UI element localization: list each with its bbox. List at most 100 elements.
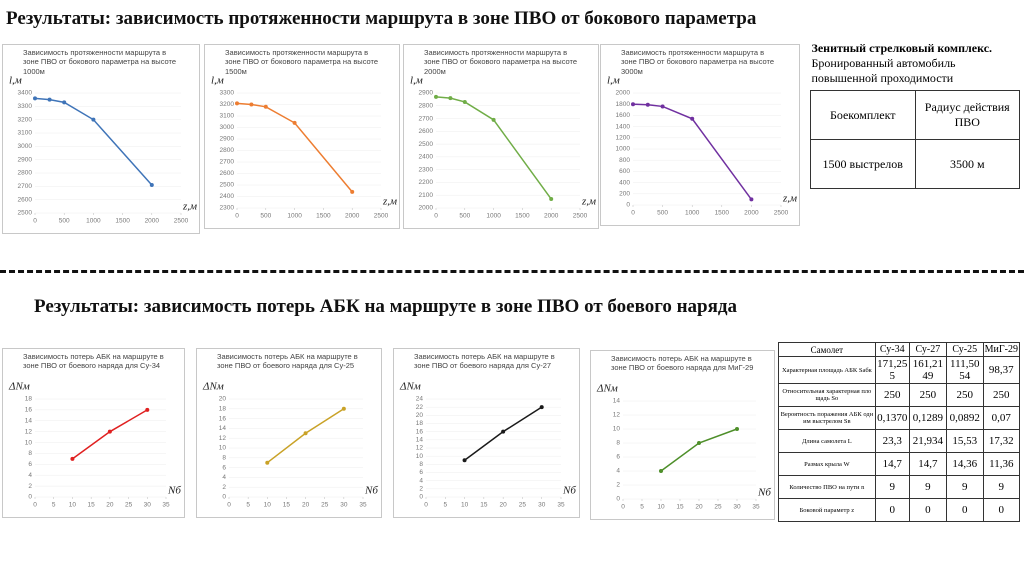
x-tick-label: 2000 bbox=[744, 210, 759, 217]
y-tick-label: 3000 bbox=[220, 124, 235, 131]
data-point bbox=[749, 197, 754, 202]
table-cell: 0 bbox=[945, 498, 984, 522]
x-tick-label: 2000 bbox=[544, 213, 559, 220]
y-tick-label: 18 bbox=[25, 396, 33, 403]
table-cell: 111,5054 bbox=[945, 356, 984, 384]
y-tick-label: 2300 bbox=[220, 205, 235, 212]
table-cell: 21,934 bbox=[908, 429, 947, 453]
x-tick-label: 0 bbox=[33, 218, 37, 225]
table-cell: 0 bbox=[982, 498, 1021, 522]
y-tick-label: 2 bbox=[419, 486, 423, 493]
x-tick-label: 20 bbox=[106, 502, 114, 509]
table-cell: 0 bbox=[874, 498, 910, 522]
table-cell: 250 bbox=[874, 383, 910, 407]
y-tick-label: 20 bbox=[219, 396, 227, 403]
table-cell: 11,36 bbox=[982, 452, 1021, 476]
y-tick-label: 3300 bbox=[220, 90, 235, 97]
y-tick-label: 2000 bbox=[616, 90, 631, 97]
y-tick-label: 2000 bbox=[419, 205, 434, 212]
x-tick-label: 25 bbox=[125, 502, 133, 509]
chart-title: Зависимость протяженности маршрута в зон… bbox=[23, 48, 177, 76]
chart-plot: 0 2 4 6 8 10 12 14 16 18 0 5 10 15 20 25 30 35 ΔNм Nб bbox=[8, 381, 181, 509]
y-tick-label: 2700 bbox=[419, 115, 434, 122]
chart: Зависимость протяженности маршрута в зон… bbox=[204, 44, 400, 229]
table-cell: Размах крыла W bbox=[778, 452, 876, 476]
data-line bbox=[266, 408, 345, 464]
y-axis-label: ΔNм bbox=[8, 381, 30, 393]
chart-plot: 2500 2600 2700 2800 2900 3000 3100 3200 3300 3400… bbox=[9, 75, 197, 225]
x-tick-label: 20 bbox=[302, 502, 310, 509]
y-tick-label: 8 bbox=[28, 450, 32, 457]
y-tick-label: 200 bbox=[619, 191, 630, 198]
y-tick-label: 2100 bbox=[419, 192, 434, 199]
x-tick-label: 35 bbox=[162, 502, 170, 509]
y-tick-label: 16 bbox=[219, 415, 227, 422]
header-cell: Су-25 bbox=[945, 342, 984, 357]
x-tick-label: 0 bbox=[631, 210, 635, 217]
chart-plot: 2000 2100 2200 2300 2400 2500 2600 2700 2800 2900… bbox=[410, 75, 596, 220]
chart-title: Зависимость протяженности маршрута в зон… bbox=[424, 48, 578, 76]
y-tick-label: 14 bbox=[219, 425, 227, 432]
chart-title: Зависимость потерь АБК на маршруте в зон… bbox=[23, 352, 164, 371]
y-tick-label: 8 bbox=[419, 461, 423, 468]
data-point bbox=[70, 456, 75, 461]
table-cell: Боекомплект bbox=[810, 90, 916, 140]
x-tick-label: 1500 bbox=[715, 210, 730, 217]
y-tick-label: 2800 bbox=[18, 170, 33, 177]
data-point bbox=[631, 102, 635, 107]
data-line bbox=[236, 102, 353, 193]
y-tick-label: 16 bbox=[416, 428, 424, 435]
data-point bbox=[491, 117, 496, 122]
x-tick-label: 10 bbox=[69, 502, 77, 509]
x-tick-label: 10 bbox=[461, 502, 469, 509]
x-tick-label: 1000 bbox=[685, 210, 700, 217]
weapon-table: Зенитный стрелковый комплекс. Бронирован… bbox=[810, 40, 1020, 189]
x-tick-label: 15 bbox=[676, 504, 684, 511]
data-line bbox=[71, 409, 148, 460]
y-tick-label: 2500 bbox=[18, 210, 33, 217]
x-tick-label: 1500 bbox=[316, 213, 331, 220]
data-point bbox=[350, 189, 355, 194]
x-tick-label: 30 bbox=[144, 502, 152, 509]
x-tick-label: 500 bbox=[657, 210, 668, 217]
y-tick-label: 2500 bbox=[419, 141, 434, 148]
x-tick-label: 1000 bbox=[287, 213, 302, 220]
x-tick-label: 30 bbox=[340, 502, 348, 509]
y-tick-label: 8 bbox=[616, 440, 620, 447]
y-axis-label: l,м bbox=[410, 75, 423, 87]
x-tick-label: 30 bbox=[538, 502, 546, 509]
table-row: Длина самолета L 23,3 21,934 15,53 17,32 bbox=[778, 429, 1021, 453]
y-tick-label: 2 bbox=[222, 484, 226, 491]
data-point bbox=[107, 429, 112, 434]
y-tick-label: 4 bbox=[28, 472, 32, 479]
x-tick-label: 15 bbox=[283, 502, 291, 509]
chart-plot: 0 2 4 6 8 10 12 14 16 18 20 0 5 10 15 20 25 30 35 ΔNм Nб bbox=[202, 381, 378, 509]
table-cell: 23,3 bbox=[874, 429, 910, 453]
table-cell: 0,0892 bbox=[945, 406, 984, 430]
chart-title: Зависимость протяженности маршрута в зон… bbox=[621, 48, 775, 76]
data-point bbox=[91, 117, 96, 122]
table-cell: 9 bbox=[945, 475, 984, 499]
chart: Зависимость потерь АБК на маршруте в зон… bbox=[196, 348, 382, 518]
data-point bbox=[659, 469, 663, 473]
x-tick-label: 1000 bbox=[486, 213, 501, 220]
y-tick-label: 8 bbox=[222, 455, 226, 462]
x-tick-label: 35 bbox=[359, 502, 367, 509]
data-line bbox=[435, 96, 552, 200]
x-tick-label: 0 bbox=[621, 504, 625, 511]
x-tick-label: 0 bbox=[33, 502, 37, 509]
data-point bbox=[265, 460, 270, 465]
table-cell: 1500 выстрелов bbox=[810, 139, 916, 189]
table-row: Размах крыла W 14,7 14,7 14,36 11,36 bbox=[778, 452, 1021, 476]
x-tick-label: 25 bbox=[519, 502, 527, 509]
x-axis-label: Nб bbox=[562, 485, 576, 497]
table-cell: 0,1289 bbox=[908, 406, 947, 430]
y-tick-label: 12 bbox=[219, 435, 227, 442]
table-cell: Длина самолета L bbox=[778, 429, 876, 453]
y-tick-label: 10 bbox=[25, 439, 33, 446]
caption-bold: Зенитный стрелковый комплекс. bbox=[811, 41, 993, 55]
x-tick-label: 5 bbox=[246, 502, 250, 509]
x-tick-label: 20 bbox=[695, 504, 703, 511]
table-cell: 171,255 bbox=[874, 356, 910, 384]
